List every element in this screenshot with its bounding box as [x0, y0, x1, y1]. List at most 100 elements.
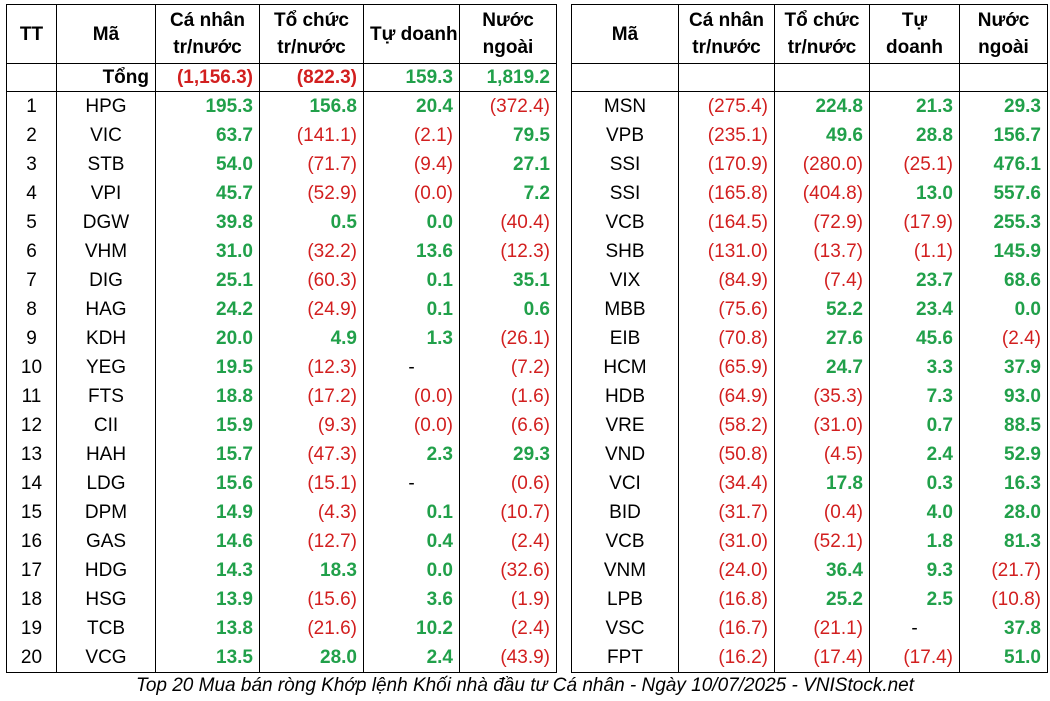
table-row: MBB (75.6) 52.2 23.4 0.0 [571, 295, 1048, 324]
cell-to-chuc: (21.6) [259, 614, 364, 643]
cell-tu-doanh: 9.3 [869, 556, 960, 585]
cell-nuoc-ngoai: 0.6 [459, 295, 557, 324]
cell-ca-nhan: 45.7 [155, 179, 260, 208]
cell-ma: HCM [571, 353, 679, 382]
table-row: MSN (275.4) 224.8 21.3 29.3 [571, 91, 1048, 121]
cell-ca-nhan: 13.8 [155, 614, 260, 643]
header-to-chuc: Tổ chức tr/nước [259, 4, 364, 64]
cell-tu-doanh: 4.0 [869, 498, 960, 527]
cell-nuoc-ngoai: (21.7) [959, 556, 1048, 585]
header-line: Tổ chức [784, 10, 860, 31]
cell-ma: VCG [56, 643, 156, 673]
header-line: tr/nước [692, 37, 761, 58]
cell-ca-nhan: (24.0) [678, 556, 775, 585]
cell-to-chuc: 52.2 [774, 295, 870, 324]
cell-ma: MBB [571, 295, 679, 324]
header-line: tr/nước [787, 37, 857, 58]
cell-ma: HDG [56, 556, 156, 585]
cell-to-chuc: (52.1) [774, 527, 870, 556]
header-ca-nhan: Cá nhân tr/nước [678, 4, 775, 64]
table-row: 20 VCG 13.5 28.0 2.4 (43.9) [6, 643, 557, 673]
cell-ma: FPT [571, 643, 679, 673]
cell-to-chuc: (35.3) [774, 382, 870, 411]
total-tu-doanh: 159.3 [363, 63, 460, 92]
cell-tu-doanh: 13.6 [363, 237, 460, 266]
header-line: Nước [482, 10, 534, 31]
cell-ma: STB [56, 150, 156, 179]
cell-ca-nhan: (31.7) [678, 498, 775, 527]
cell-nuoc-ngoai: 476.1 [959, 150, 1048, 179]
cell-tu-doanh: 2.3 [363, 440, 460, 469]
right-table: Mã Cá nhân tr/nước Tổ chức tr/nước Tự doanh… [571, 4, 1048, 673]
cell-ma: VIC [56, 121, 156, 150]
cell-ca-nhan: 14.9 [155, 498, 260, 527]
cell-nuoc-ngoai: 88.5 [959, 411, 1048, 440]
cell-to-chuc: (12.7) [259, 527, 364, 556]
table-row: 5 DGW 39.8 0.5 0.0 (40.4) [6, 208, 557, 237]
cell-nuoc-ngoai: 52.9 [959, 440, 1048, 469]
header-line: Tự [901, 10, 928, 31]
cell-ca-nhan: 13.9 [155, 585, 260, 614]
total-label: Tổng [56, 63, 156, 92]
cell-to-chuc: 49.6 [774, 121, 870, 150]
total-row: Tổng (1,156.3) (822.3) 159.3 1,819.2 [6, 63, 557, 92]
cell-tt: 15 [6, 498, 57, 527]
cell-nuoc-ngoai: (6.6) [459, 411, 557, 440]
header-line: tr/nước [277, 37, 346, 58]
cell-tu-doanh: 28.8 [869, 121, 960, 150]
header-line: Cá nhân [170, 10, 245, 31]
table-row: 10 YEG 19.5 (12.3) - (7.2) [6, 353, 557, 382]
header-tu-doanh: Tự doanh [869, 4, 960, 64]
cell-to-chuc: (141.1) [259, 121, 364, 150]
cell-to-chuc: (47.3) [259, 440, 364, 469]
cell-tt: 5 [6, 208, 57, 237]
cell-nuoc-ngoai: 0.0 [959, 295, 1048, 324]
table-row: 1 HPG 195.3 156.8 20.4 (372.4) [6, 91, 557, 121]
total-nuoc-ngoai: 1,819.2 [459, 63, 557, 92]
cell-ma: CII [56, 411, 156, 440]
total-tt-cell [6, 63, 57, 92]
cell-nuoc-ngoai: 79.5 [459, 121, 557, 150]
cell-tu-doanh: 0.1 [363, 266, 460, 295]
right-header-row: Mã Cá nhân tr/nước Tổ chức tr/nước Tự doanh… [571, 4, 1048, 64]
cell-ma: HPG [56, 91, 156, 121]
header-line: ngoài [978, 37, 1029, 58]
cell-nuoc-ngoai: 37.9 [959, 353, 1048, 382]
cell-nuoc-ngoai: 557.6 [959, 179, 1048, 208]
empty-cell [571, 63, 679, 92]
cell-ca-nhan: 31.0 [155, 237, 260, 266]
cell-ca-nhan: 54.0 [155, 150, 260, 179]
cell-tu-doanh: - [363, 469, 460, 498]
table-row: SSI (170.9) (280.0) (25.1) 476.1 [571, 150, 1048, 179]
cell-tu-doanh: 10.2 [363, 614, 460, 643]
cell-ma: VIX [571, 266, 679, 295]
cell-to-chuc: (31.0) [774, 411, 870, 440]
cell-tt: 17 [6, 556, 57, 585]
table-row: 6 VHM 31.0 (32.2) 13.6 (12.3) [6, 237, 557, 266]
cell-ma: VCB [571, 208, 679, 237]
cell-to-chuc: (404.8) [774, 179, 870, 208]
cell-tu-doanh: (0.0) [363, 382, 460, 411]
cell-tu-doanh: - [363, 353, 460, 382]
cell-nuoc-ngoai: (1.9) [459, 585, 557, 614]
cell-tt: 7 [6, 266, 57, 295]
cell-ca-nhan: 39.8 [155, 208, 260, 237]
cell-ca-nhan: 15.6 [155, 469, 260, 498]
header-line: doanh [886, 37, 943, 58]
cell-tt: 4 [6, 179, 57, 208]
cell-nuoc-ngoai: 81.3 [959, 527, 1048, 556]
cell-nuoc-ngoai: (372.4) [459, 91, 557, 121]
cell-to-chuc: (60.3) [259, 266, 364, 295]
cell-ma: GAS [56, 527, 156, 556]
cell-to-chuc: 18.3 [259, 556, 364, 585]
cell-ma: VPI [56, 179, 156, 208]
table-row: VNM (24.0) 36.4 9.3 (21.7) [571, 556, 1048, 585]
table-row: HCM (65.9) 24.7 3.3 37.9 [571, 353, 1048, 382]
cell-nuoc-ngoai: (7.2) [459, 353, 557, 382]
cell-tu-doanh: 2.5 [869, 585, 960, 614]
cell-ma: EIB [571, 324, 679, 353]
cell-to-chuc: (32.2) [259, 237, 364, 266]
cell-to-chuc: (24.9) [259, 295, 364, 324]
cell-to-chuc: 224.8 [774, 91, 870, 121]
